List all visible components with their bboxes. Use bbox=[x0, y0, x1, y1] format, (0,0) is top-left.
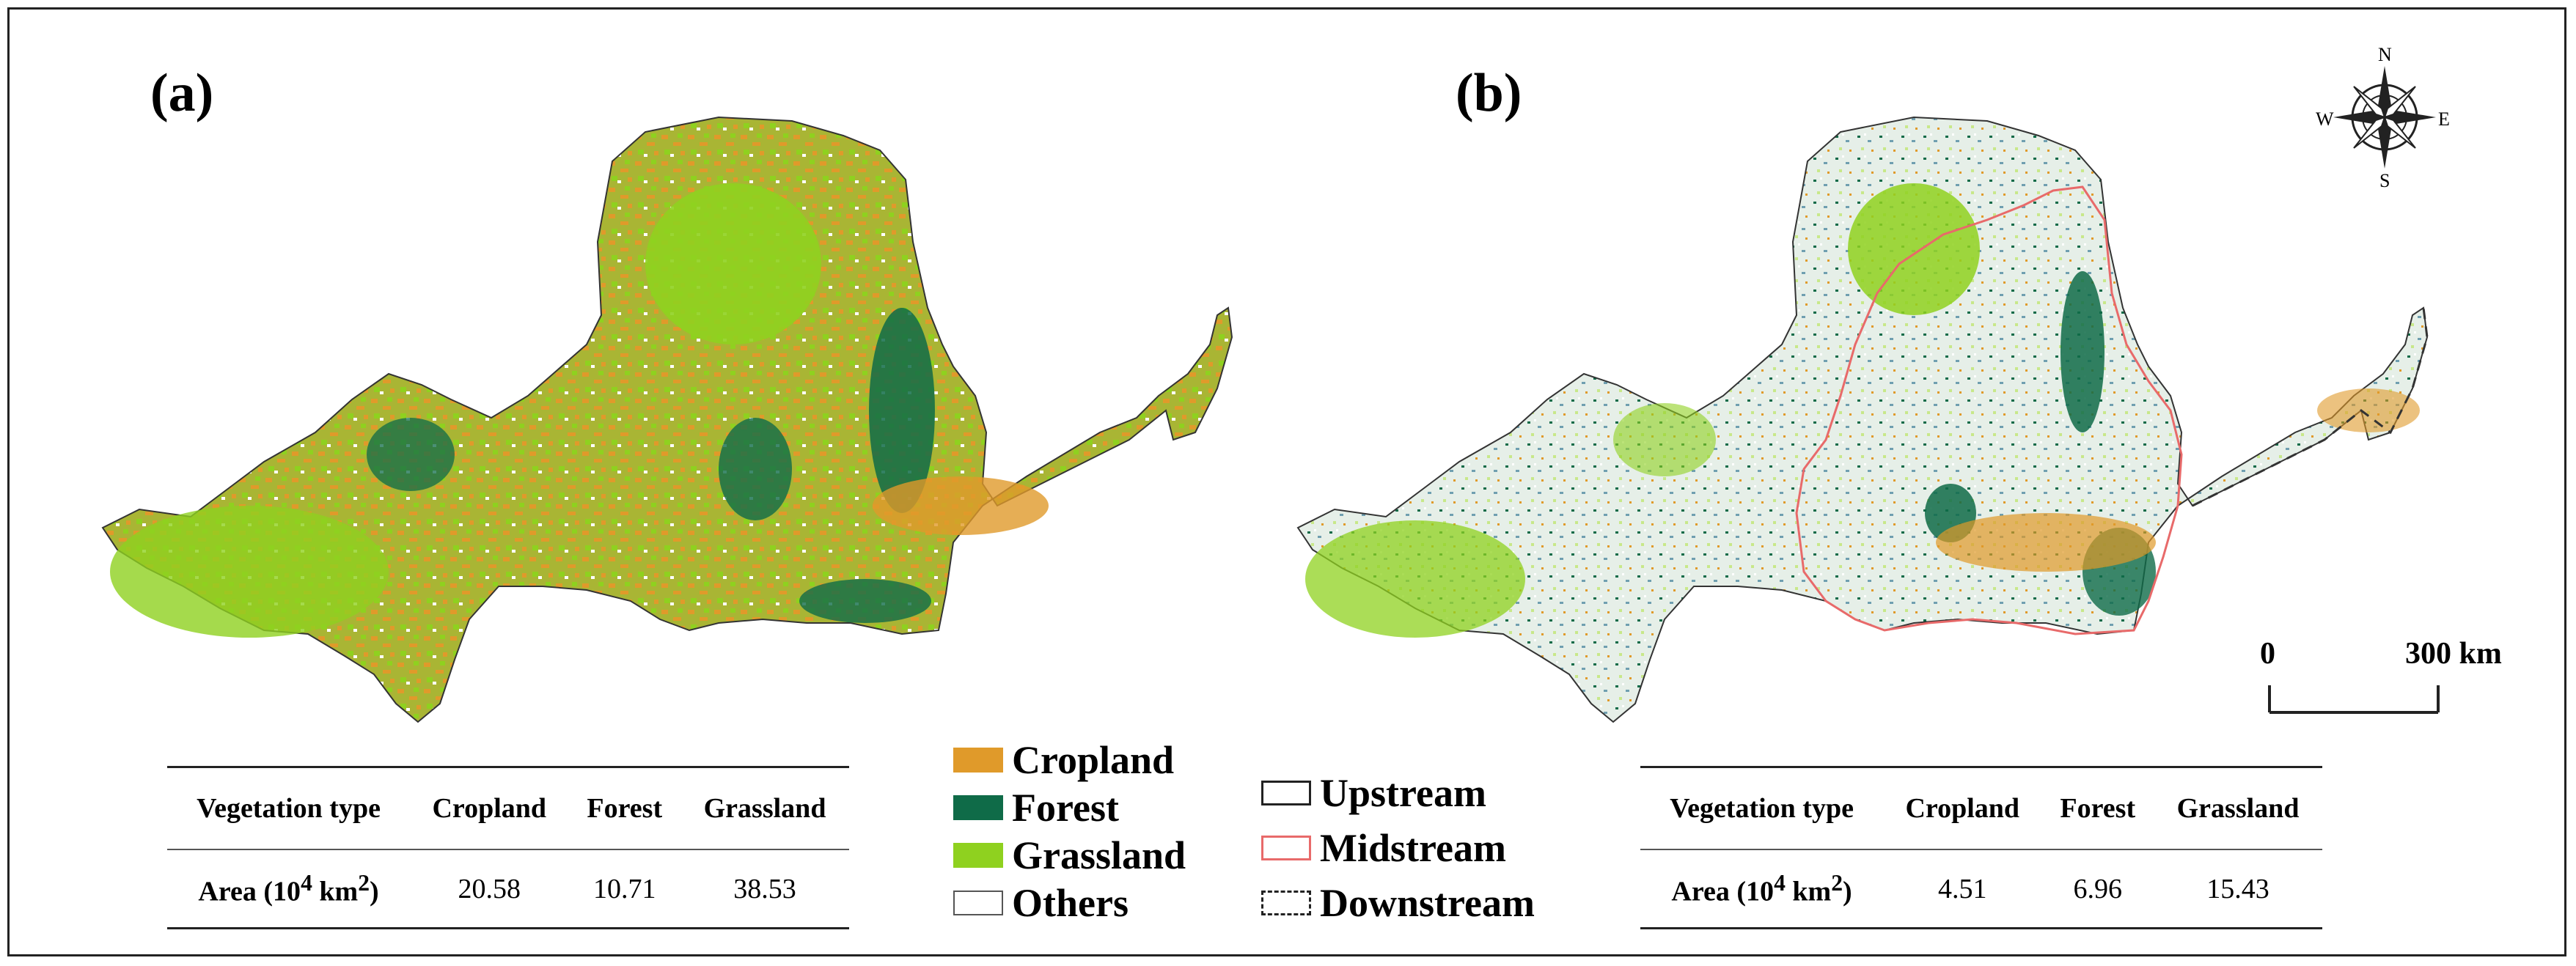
scale-end-label: 300 km bbox=[2405, 637, 2502, 671]
panel-label-b: (b) bbox=[1456, 63, 1522, 123]
basin-outline-b bbox=[1296, 116, 2429, 723]
table-a-header-forest: Forest bbox=[568, 766, 681, 850]
table-b-row-label: Area (104 km2) bbox=[1640, 849, 1884, 929]
cropland-ne-b bbox=[2317, 388, 2420, 432]
table-b-header-cropland: Cropland bbox=[1883, 766, 2042, 850]
table-b-value-grassland: 15.43 bbox=[2154, 849, 2322, 929]
midstream-boundary bbox=[1795, 185, 2183, 635]
map-b bbox=[1296, 116, 2429, 723]
scale-bar bbox=[2268, 685, 2440, 714]
legend-forest-label: Forest bbox=[1012, 786, 1119, 830]
legend-upstream-swatch bbox=[1261, 781, 1311, 805]
legend-grassland-label: Grassland bbox=[1012, 833, 1186, 877]
table-a-header-cropland: Cropland bbox=[410, 766, 569, 850]
legend-downstream: Downstream bbox=[1261, 883, 1535, 923]
table-a-header-type: Vegetation type bbox=[167, 766, 411, 850]
legend-midstream-swatch bbox=[1261, 836, 1311, 860]
cropland-band-a bbox=[873, 476, 1049, 535]
legend-others-label: Others bbox=[1012, 881, 1129, 925]
cropland-band-b bbox=[1936, 513, 2156, 572]
grassland-patch-north-a bbox=[645, 183, 821, 344]
legend-upstream: Upstream bbox=[1261, 773, 1486, 813]
table-a: Vegetation type Cropland Forest Grasslan… bbox=[167, 766, 849, 929]
table-a-header-row: Vegetation type Cropland Forest Grasslan… bbox=[167, 766, 849, 850]
legend-others-swatch bbox=[953, 891, 1003, 915]
table-a-value-grassland: 38.53 bbox=[680, 849, 849, 929]
legend-downstream-swatch bbox=[1261, 891, 1311, 915]
forest-patch-1-b bbox=[2061, 271, 2105, 432]
legend-cropland-swatch bbox=[953, 748, 1003, 773]
legend-grassland: Grassland bbox=[953, 836, 1186, 875]
table-a-header-grassland: Grassland bbox=[680, 766, 849, 850]
legend-forest-swatch bbox=[953, 795, 1003, 820]
panel-label-a: (a) bbox=[150, 63, 214, 123]
legend-cropland: Cropland bbox=[953, 740, 1174, 780]
table-b-header-type: Vegetation type bbox=[1640, 766, 1884, 850]
legend-downstream-label: Downstream bbox=[1320, 881, 1535, 925]
table-b-header-forest: Forest bbox=[2041, 766, 2154, 850]
forest-patch-1-a bbox=[869, 308, 935, 513]
table-b-value-row: Area (104 km2) 4.51 6.96 15.43 bbox=[1640, 849, 2322, 929]
scale-start-label: 0 bbox=[2260, 637, 2275, 671]
legend-grassland-swatch bbox=[953, 843, 1003, 868]
table-b-header-row: Vegetation type Cropland Forest Grasslan… bbox=[1640, 766, 2322, 850]
figure-frame bbox=[7, 7, 2566, 956]
legend-midstream: Midstream bbox=[1261, 828, 1506, 868]
table-a-row-label: Area (104 km2) bbox=[167, 849, 411, 929]
forest-patch-3-a bbox=[367, 418, 455, 491]
table-a-value-cropland: 20.58 bbox=[410, 849, 569, 929]
compass-w-label: W bbox=[2316, 108, 2334, 130]
compass-e-label: E bbox=[2438, 108, 2450, 130]
downstream-boundary bbox=[2192, 307, 2429, 507]
table-b: Vegetation type Cropland Forest Grasslan… bbox=[1640, 766, 2322, 929]
table-a-value-forest: 10.71 bbox=[568, 849, 681, 929]
legend-others: Others bbox=[953, 883, 1129, 923]
compass-s-label: S bbox=[2379, 170, 2390, 191]
table-b-value-cropland: 4.51 bbox=[1883, 849, 2042, 929]
forest-patch-4-a bbox=[799, 579, 931, 623]
compass-n-label: N bbox=[2378, 44, 2392, 65]
table-b-header-grassland: Grassland bbox=[2154, 766, 2322, 850]
legend-midstream-label: Midstream bbox=[1320, 826, 1506, 870]
grassland-patch-west-a bbox=[110, 506, 389, 638]
legend-cropland-label: Cropland bbox=[1012, 738, 1175, 782]
table-a-value-row: Area (104 km2) 20.58 10.71 38.53 bbox=[167, 849, 849, 929]
grassland-patch-north-b bbox=[1848, 183, 1980, 315]
grassland-patch-west-b bbox=[1305, 520, 1525, 638]
forest-patch-2-a bbox=[719, 418, 792, 520]
compass-rose bbox=[2333, 66, 2436, 169]
table-b-value-forest: 6.96 bbox=[2041, 849, 2154, 929]
legend-forest: Forest bbox=[953, 788, 1119, 827]
map-a bbox=[101, 116, 1233, 723]
grassland-patch-center-b bbox=[1613, 403, 1716, 476]
legend-upstream-label: Upstream bbox=[1320, 771, 1486, 815]
